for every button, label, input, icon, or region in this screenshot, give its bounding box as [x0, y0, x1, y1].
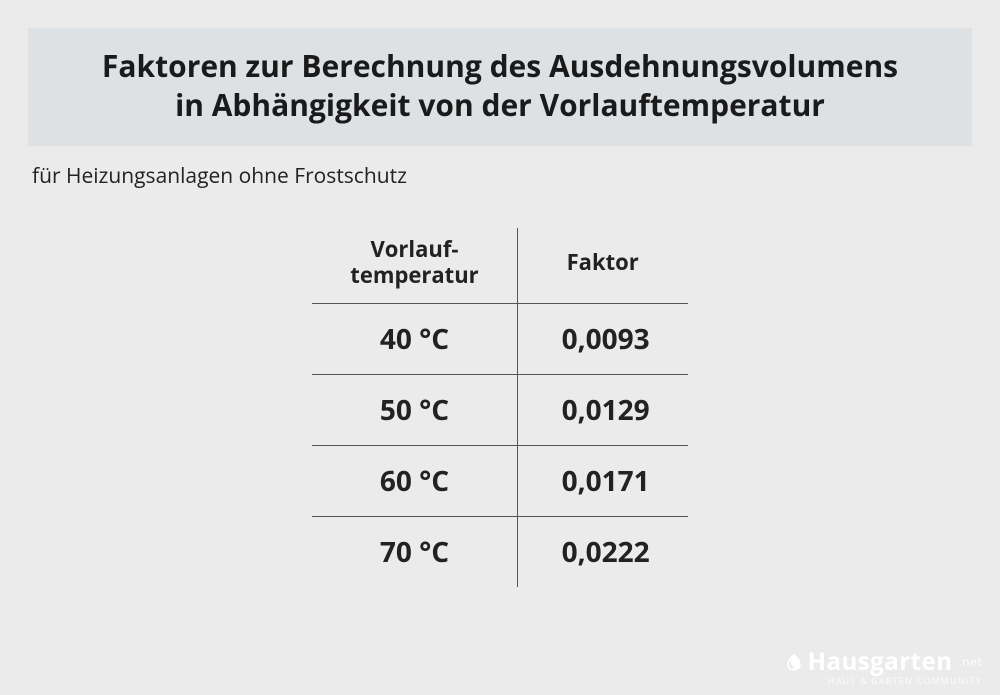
title-line-1: Faktoren zur Berechnung des Ausdehnungsv… [102, 45, 898, 86]
title-line-2: in Abhängigkeit von der Vorlauftemperatu… [175, 84, 825, 125]
watermark-brand: Hausgarten .net [784, 650, 982, 674]
cell-temp: 40 °C [312, 303, 517, 374]
subtitle: für Heizungsanlagen ohne Frostschutz [32, 162, 1000, 190]
table-header-row: Vorlauf- temperatur Faktor [312, 228, 687, 303]
watermark-brand-text: Hausgarten [808, 650, 953, 674]
header-temperature: Vorlauf- temperatur [312, 228, 517, 303]
table-row: 70 °C 0,0222 [312, 516, 687, 587]
cell-temp: 60 °C [312, 445, 517, 516]
cell-factor: 0,0093 [517, 303, 688, 374]
cell-temp: 50 °C [312, 374, 517, 445]
watermark-tagline: HAUS & GARTEN COMMUNITY [784, 676, 982, 685]
table-row: 60 °C 0,0171 [312, 445, 687, 516]
leaf-icon [784, 652, 804, 672]
header-temp-line2: temperatur [350, 260, 478, 290]
cell-factor: 0,0171 [517, 445, 688, 516]
header-factor: Faktor [517, 228, 688, 303]
table-row: 40 °C 0,0093 [312, 303, 687, 374]
watermark: Hausgarten .net HAUS & GARTEN COMMUNITY [784, 650, 982, 685]
table-row: 50 °C 0,0129 [312, 374, 687, 445]
factor-table: Vorlauf- temperatur Faktor 40 °C 0,0093 … [312, 228, 687, 587]
cell-factor: 0,0222 [517, 516, 688, 587]
page-title: Faktoren zur Berechnung des Ausdehnungsv… [48, 46, 952, 124]
cell-temp: 70 °C [312, 516, 517, 587]
title-box: Faktoren zur Berechnung des Ausdehnungsv… [28, 28, 972, 146]
factor-table-container: Vorlauf- temperatur Faktor 40 °C 0,0093 … [0, 228, 1000, 587]
cell-factor: 0,0129 [517, 374, 688, 445]
watermark-suffix: .net [958, 656, 982, 668]
